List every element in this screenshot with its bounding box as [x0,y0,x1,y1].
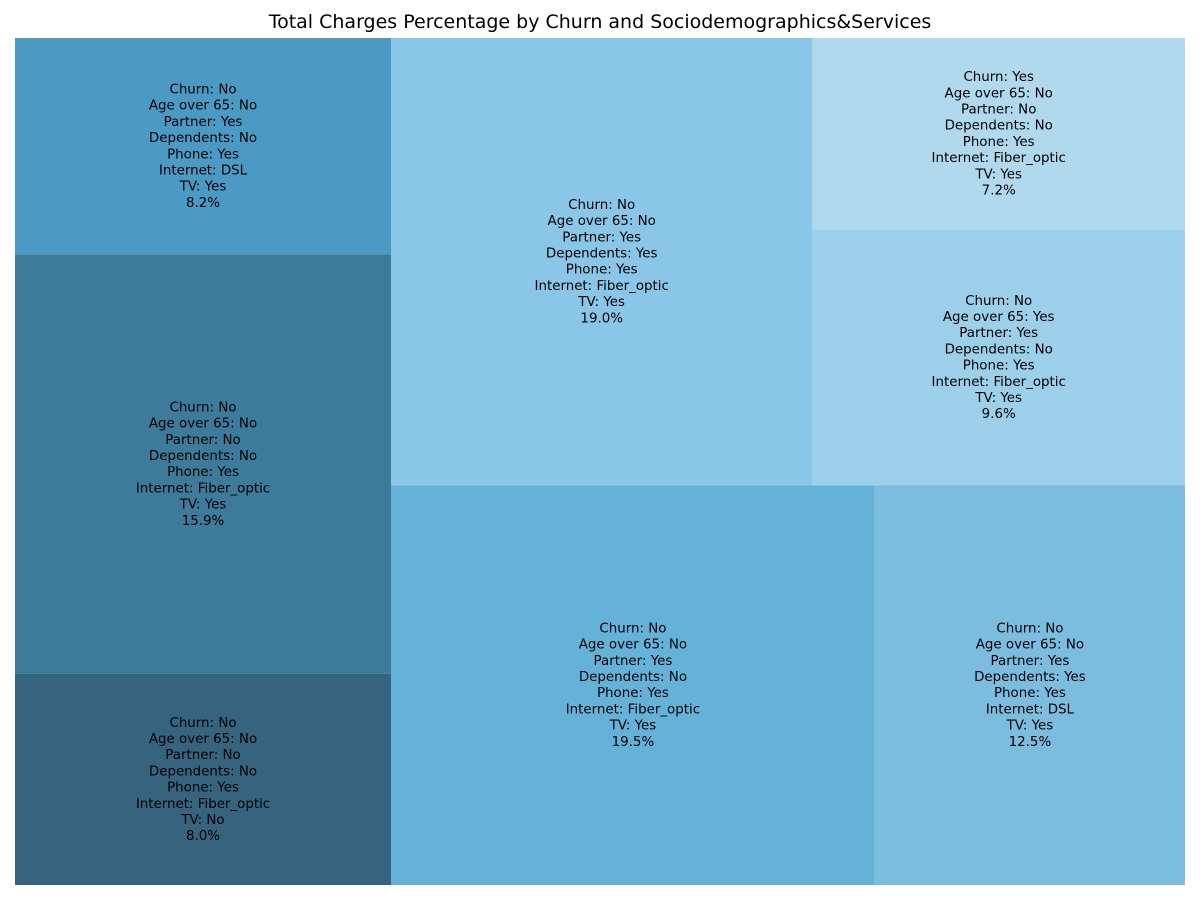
tile-label: Phone: Yes [167,781,239,796]
tile-label: Churn: No [568,198,635,213]
tile-label: TV: Yes [577,295,625,310]
tile-label: TV: Yes [179,180,227,195]
tile-label: Dependents: No [149,449,257,464]
tile-percentage-label: 8.0% [186,829,220,844]
tile-label: Age over 65: No [149,417,257,432]
tile-rect [15,673,391,885]
tile-label: Partner: Yes [959,326,1038,341]
tile-label: Internet: Fiber_optic [932,151,1066,166]
tile-label: Partner: Yes [164,115,243,130]
tile-label: Internet: DSL [986,702,1075,717]
tile-percentage-label: 15.9% [182,514,225,529]
tile-label: Churn: No [169,82,236,97]
tile-label: Churn: No [169,716,236,731]
tile-label: Dependents: No [945,342,1053,357]
tile-percentage-label: 12.5% [1009,735,1052,750]
tile-label: Internet: Fiber_optic [535,279,669,294]
tile-label: TV: Yes [1006,719,1054,734]
tile-label: Dependents: No [579,670,687,685]
tile-label: Partner: No [165,748,240,763]
tile-label: Partner: Yes [991,654,1070,669]
tile-label: Partner: No [165,433,240,448]
tile-label: Internet: Fiber_optic [566,702,700,717]
tile-label: Age over 65: No [149,732,257,747]
tile-label: Partner: Yes [562,230,641,245]
tile-rect [391,485,875,885]
tile-rect [15,38,391,255]
tile-label: Age over 65: No [945,86,1053,101]
tile-label: Churn: No [996,621,1063,636]
tile-label: Internet: DSL [159,163,248,178]
tile-label: Internet: Fiber_optic [136,481,270,496]
tile-label: Partner: No [961,103,1036,118]
tile-label: Age over 65: No [579,638,687,653]
tile-label: TV: Yes [179,498,227,513]
tile-rect [15,254,391,674]
tile-label: Dependents: Yes [546,247,658,262]
tile-label: Churn: No [965,294,1032,309]
tile-label: Partner: Yes [594,654,673,669]
tile-label: Phone: Yes [963,135,1035,150]
tile-label: Churn: No [169,400,236,415]
tile-label: Internet: Fiber_optic [932,375,1066,390]
tile-rect [812,38,1185,230]
tile-label: Churn: No [599,621,666,636]
tile-percentage-label: 19.0% [580,311,623,326]
tile-label: Phone: Yes [167,147,239,162]
tile-rect [812,229,1185,486]
tile-label: Dependents: No [945,119,1053,134]
tile-label: TV: Yes [609,719,657,734]
tile-percentage-label: 19.5% [612,735,655,750]
tile-label: TV: No [180,813,224,828]
tile-label: Phone: Yes [597,686,669,701]
tile-label: TV: Yes [974,391,1022,406]
tile-label: Phone: Yes [167,465,239,480]
tile-label: Dependents: No [149,131,257,146]
tile-label: Churn: Yes [963,70,1033,85]
tile-label: Phone: Yes [963,359,1035,374]
tile-rect [874,485,1185,885]
tile-label: Age over 65: No [149,99,257,114]
tile-label: Phone: Yes [566,263,638,278]
tile-percentage-label: 8.2% [186,196,220,211]
tile-label: TV: Yes [974,167,1022,182]
tile-rect [391,38,813,486]
tile-label: Age over 65: No [976,638,1084,653]
tile-label: Dependents: Yes [974,670,1086,685]
tile-label: Age over 65: No [548,214,656,229]
tile-percentage-label: 7.2% [982,184,1016,199]
chart-title: Total Charges Percentage by Churn and So… [268,11,932,33]
tile-label: Dependents: No [149,764,257,779]
tile-label: Internet: Fiber_optic [136,797,270,812]
tile-label: Age over 65: Yes [943,310,1055,325]
tile-percentage-label: 9.6% [982,407,1016,422]
tile-label: Phone: Yes [994,686,1066,701]
